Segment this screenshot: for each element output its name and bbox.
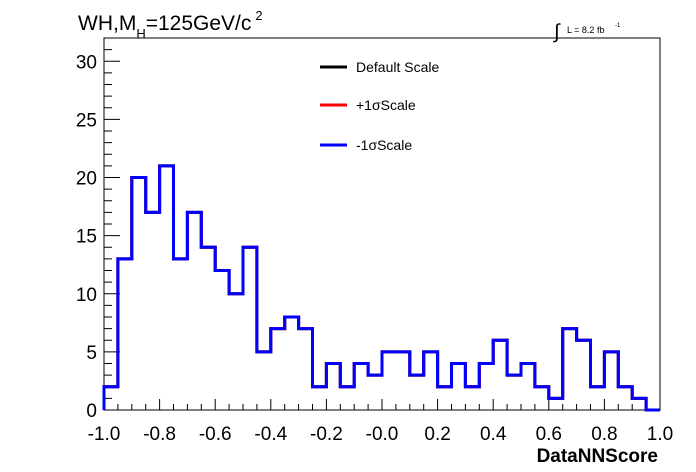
x-tick-label: -0.0 bbox=[366, 424, 399, 445]
x-tick-label: 0.8 bbox=[591, 424, 617, 445]
x-tick-label: 0.4 bbox=[480, 424, 507, 445]
y-tick-label: 15 bbox=[76, 227, 97, 248]
y-tick-label: 25 bbox=[76, 110, 97, 131]
x-tick-label: -0.2 bbox=[310, 424, 343, 445]
y-tick-label: 10 bbox=[76, 285, 97, 306]
legend-label: Default Scale bbox=[356, 59, 439, 75]
x-tick-label: 0.2 bbox=[424, 424, 450, 445]
x-axis-tick-labels: -1.0 -0.8 -0.6 -0.4 -0.2 -0.0 0.2 0.4 0.6 0.8 1.0 bbox=[88, 424, 674, 445]
x-axis-ticks bbox=[103, 399, 661, 410]
svg-text:-1: -1 bbox=[615, 23, 621, 29]
legend: Default Scale +1σScale -1σScale bbox=[320, 59, 439, 153]
chart-title: WH,MH=125GeV/c 2 bbox=[78, 8, 263, 41]
svg-text:∫: ∫ bbox=[553, 21, 561, 43]
legend-label: -1σScale bbox=[356, 137, 412, 153]
x-tick-label: -1.0 bbox=[88, 424, 121, 445]
x-tick-label: 0.6 bbox=[536, 424, 562, 445]
x-tick-label: 1.0 bbox=[647, 424, 673, 445]
x-axis-title: DataNNScore bbox=[537, 446, 658, 467]
y-tick-label: 20 bbox=[76, 169, 97, 190]
x-tick-label: -0.8 bbox=[143, 424, 176, 445]
y-tick-label: 30 bbox=[76, 52, 97, 73]
histogram-series bbox=[102, 164, 660, 412]
y-tick-label: 0 bbox=[86, 401, 97, 422]
luminosity-label: ∫ L = 8.2 fb -1 bbox=[553, 21, 621, 43]
histogram-line-series-2 bbox=[102, 164, 660, 412]
y-axis-tick-labels: 0 5 10 15 20 25 30 bbox=[76, 52, 97, 422]
x-tick-label: -0.4 bbox=[254, 424, 287, 445]
x-tick-label: -0.6 bbox=[199, 424, 232, 445]
legend-label: +1σScale bbox=[356, 97, 416, 113]
y-tick-label: 5 bbox=[86, 343, 97, 364]
svg-text:L = 8.2 fb: L = 8.2 fb bbox=[567, 25, 604, 35]
